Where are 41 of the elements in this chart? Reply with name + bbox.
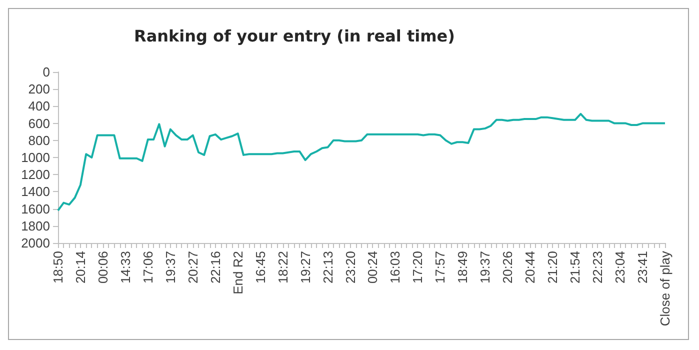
x-tick-label: 17:06 bbox=[140, 251, 156, 284]
chart-title: Ranking of your entry (in real time) bbox=[134, 26, 455, 46]
y-tick-label: 400 bbox=[28, 98, 50, 114]
x-tick-label: 00:06 bbox=[95, 251, 110, 284]
x-tick-label: 14:33 bbox=[118, 251, 133, 284]
x-tick-label: 17:20 bbox=[410, 251, 426, 284]
x-tick-label: 18:49 bbox=[455, 251, 470, 284]
x-tick-label: 19:27 bbox=[298, 251, 313, 284]
line-series bbox=[57, 112, 666, 212]
x-tick-label: 23:20 bbox=[342, 251, 358, 284]
x-tick-label: Close of play bbox=[658, 250, 672, 326]
x-tick-label: 18:50 bbox=[50, 251, 66, 284]
x-tick-label: 20:44 bbox=[522, 251, 538, 284]
y-tick-label: 800 bbox=[28, 132, 50, 148]
x-tick-label: 00:24 bbox=[365, 251, 380, 284]
y-tick-label: 2000 bbox=[21, 236, 50, 250]
x-tick-label: 22:13 bbox=[320, 251, 336, 284]
x-tick-label: 21:54 bbox=[568, 251, 583, 284]
x-tick-label: 23:04 bbox=[612, 251, 628, 284]
x-tick-label: 22:16 bbox=[208, 251, 223, 284]
x-tick-label: 17:57 bbox=[432, 251, 448, 284]
y-tick-label: 0 bbox=[42, 64, 50, 80]
y-tick-label: 200 bbox=[28, 82, 50, 97]
y-tick-label: 1600 bbox=[21, 201, 50, 216]
y-tick-label: 1400 bbox=[21, 184, 50, 200]
x-tick-label: End R2 bbox=[230, 251, 246, 294]
x-tick-label: 23:41 bbox=[635, 251, 650, 284]
x-tick-label: 20:26 bbox=[500, 251, 516, 284]
x-tick-label: 19:37 bbox=[162, 251, 178, 284]
y-tick-label: 600 bbox=[28, 116, 50, 131]
x-tick-label: 18:22 bbox=[275, 251, 290, 284]
x-tick-label: 21:20 bbox=[545, 251, 560, 284]
y-tick-label: 1200 bbox=[21, 167, 50, 182]
x-tick-label: 22:23 bbox=[590, 251, 606, 284]
x-tick-label: 20:27 bbox=[185, 251, 200, 284]
y-tick-label: 1000 bbox=[21, 150, 50, 165]
x-tick-label: 16:45 bbox=[252, 251, 268, 284]
x-tick-label: 20:14 bbox=[72, 251, 88, 284]
x-tick-label: 19:37 bbox=[478, 251, 493, 284]
x-tick-label: 16:03 bbox=[388, 251, 403, 284]
y-tick-label: 1800 bbox=[21, 218, 50, 234]
